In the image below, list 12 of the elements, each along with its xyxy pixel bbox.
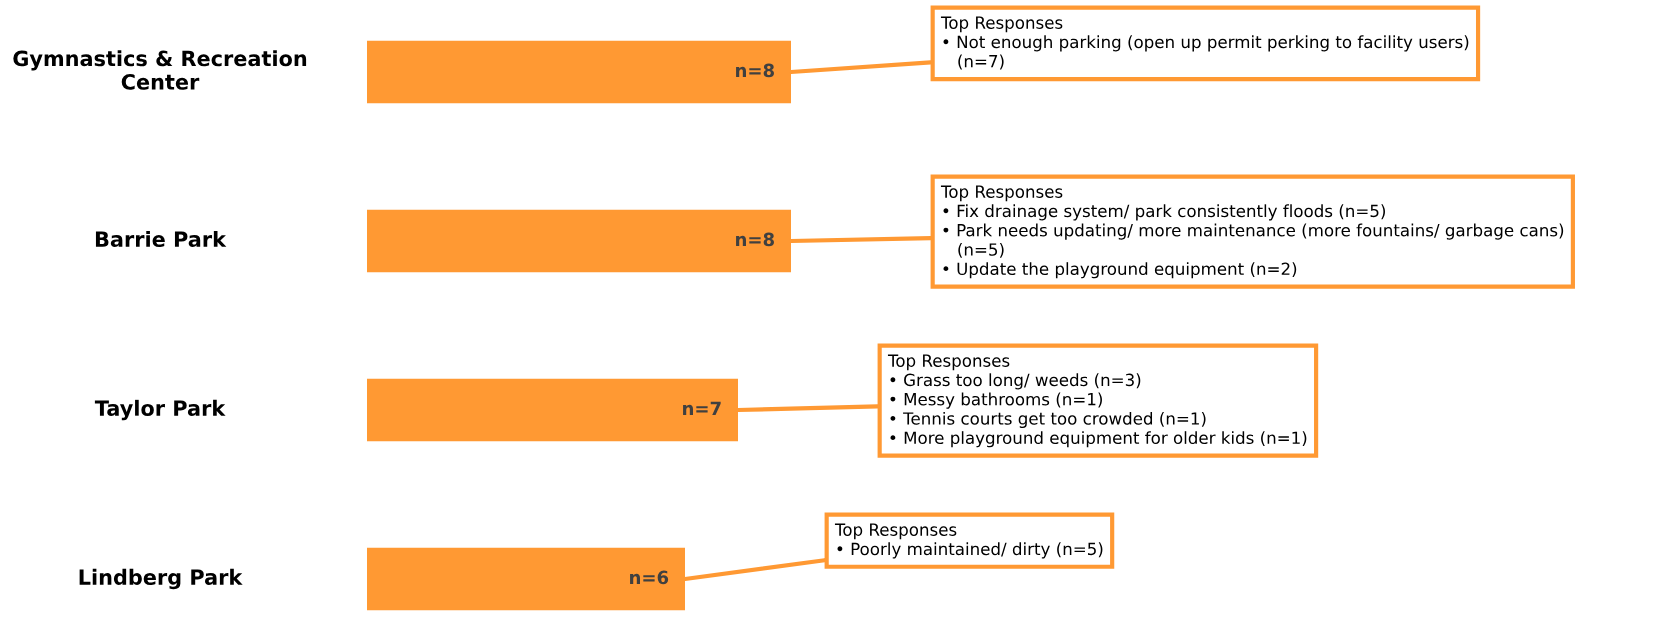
y-tick-label: Barrie Park (95, 230, 227, 248)
data-label: n=6 (630, 570, 669, 585)
annotation: Top Responses • Not enough parking (open up permit perking to facility users) (n=7) (940, 16, 1469, 70)
y-tick-label: Lindberg Park (79, 568, 243, 590)
y-tick-label: Taylor Park (94, 399, 226, 421)
annotation: Top Responses • Poorly maintained/ dirty (n=5) (834, 523, 1103, 559)
data-label: n=8 (736, 63, 774, 78)
data-label: n=7 (683, 401, 721, 415)
y-tick-label: Gymnastics & Recreation Center (13, 50, 307, 90)
data-label: n=8 (736, 232, 774, 247)
annotation: Top Responses • Grass too long/ weeds (n=3) • Messy bathrooms (n=1) • Tennis courts get too crowded (n=1) • More playground equipment for older kids (n=1) (887, 354, 1307, 448)
annotation: Top Responses • Fix drainage system/ park consistently floods (n=5) • Park needs updating/ more maintenance (more fountains/ garbage cans) (n=5) • Update the playground equipment (n=2) (940, 185, 1564, 279)
